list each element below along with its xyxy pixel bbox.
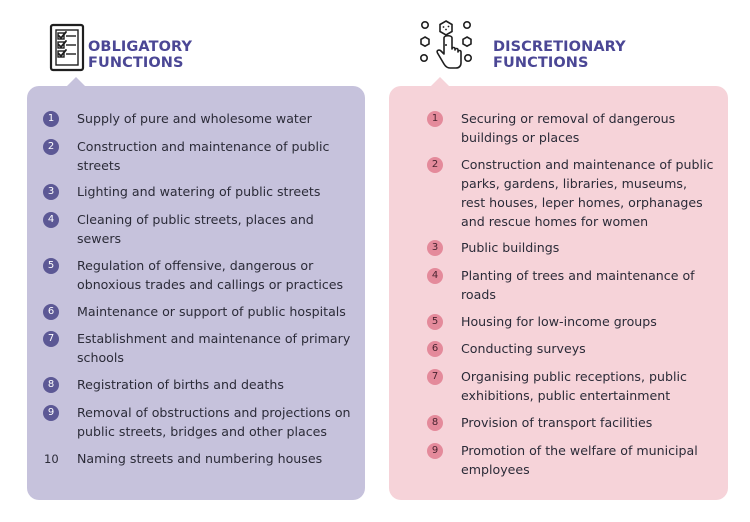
item-number-badge: 8 bbox=[427, 415, 443, 431]
item-number-badge: 5 bbox=[43, 258, 59, 274]
item-number-badge: 2 bbox=[427, 157, 443, 173]
item-number-badge: 3 bbox=[43, 184, 59, 200]
item-number-badge: 8 bbox=[43, 377, 59, 393]
obligatory-header: OBLIGATORY FUNCTIONS bbox=[27, 18, 365, 80]
obligatory-panel-notch bbox=[67, 77, 85, 86]
item-number-badge: 5 bbox=[427, 314, 443, 330]
item-text: Naming streets and numbering houses bbox=[77, 451, 323, 466]
item-text: Provision of transport facilities bbox=[461, 415, 653, 430]
item-text: Lighting and watering of public streets bbox=[77, 184, 321, 199]
item-number-badge: 4 bbox=[43, 212, 59, 228]
item-text: Removal of obstructions and projections … bbox=[77, 405, 351, 439]
item-text: Registration of births and deaths bbox=[77, 377, 284, 392]
item-number-badge: 6 bbox=[427, 341, 443, 357]
item-text: Supply of pure and wholesome water bbox=[77, 111, 312, 126]
discretionary-title: DISCRETIONARY FUNCTIONS bbox=[493, 39, 626, 71]
obligatory-title-line1: OBLIGATORY bbox=[88, 39, 193, 55]
item-number-badge: 4 bbox=[427, 268, 443, 284]
discretionary-title-line2: FUNCTIONS bbox=[493, 55, 589, 71]
checklist-icon bbox=[49, 23, 85, 72]
discretionary-title-line1: DISCRETIONARY bbox=[493, 39, 626, 55]
item-number-badge: 7 bbox=[43, 331, 59, 347]
item-text: Cleaning of public streets, places and s… bbox=[77, 212, 314, 246]
discretionary-header: DISCRETIONARY FUNCTIONS bbox=[389, 18, 728, 80]
hand-choosing-icon bbox=[420, 20, 472, 69]
item-text: Construction and maintenance of public s… bbox=[77, 139, 330, 173]
item-text: Promotion of the welfare of municipal em… bbox=[461, 443, 698, 477]
item-number-badge: 9 bbox=[427, 443, 443, 459]
item-number-badge: 10 bbox=[44, 452, 59, 466]
obligatory-title: OBLIGATORY FUNCTIONS bbox=[88, 39, 192, 71]
discretionary-panel-notch bbox=[431, 77, 449, 86]
item-number-badge: 9 bbox=[43, 405, 59, 421]
item-number-badge: 7 bbox=[427, 369, 443, 385]
item-number-badge: 2 bbox=[43, 139, 59, 155]
item-number-badge: 3 bbox=[427, 240, 443, 256]
item-number-badge: 1 bbox=[43, 111, 59, 127]
item-number-badge: 1 bbox=[427, 111, 443, 127]
item-text: Organising public receptions, public exh… bbox=[461, 369, 687, 403]
item-text: Securing or removal of dangerous buildin… bbox=[461, 111, 676, 145]
item-number-badge: 6 bbox=[43, 304, 59, 320]
item-text: Planting of trees and maintenance of roa… bbox=[461, 268, 695, 302]
item-text: Conducting surveys bbox=[461, 341, 586, 356]
item-text: Public buildings bbox=[461, 240, 560, 255]
item-text: Housing for low-income groups bbox=[461, 314, 657, 329]
obligatory-title-line2: FUNCTIONS bbox=[88, 55, 184, 71]
discretionary-panel: 1 Securing or removal of dangerous build… bbox=[389, 77, 728, 500]
item-text: Construction and maintenance of public p… bbox=[461, 157, 714, 229]
item-text: Regulation of offensive, dangerous or ob… bbox=[77, 258, 344, 292]
item-text: Maintenance or support of public hospita… bbox=[77, 304, 346, 319]
item-text: Establishment and maintenance of primary… bbox=[77, 331, 351, 365]
obligatory-panel: 1 Supply of pure and wholesome water 2 C… bbox=[27, 77, 365, 500]
